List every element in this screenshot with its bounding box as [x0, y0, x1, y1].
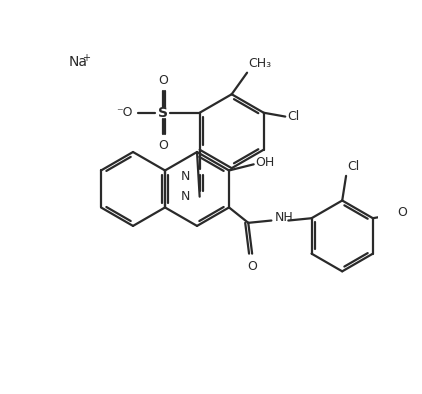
- Text: O: O: [247, 260, 257, 273]
- Text: +: +: [82, 53, 90, 63]
- Text: NH: NH: [274, 211, 293, 224]
- Text: ⁻O: ⁻O: [116, 106, 133, 119]
- Text: N: N: [181, 171, 190, 184]
- Text: O: O: [158, 139, 168, 152]
- Text: Na: Na: [68, 55, 87, 69]
- Text: CH₃: CH₃: [249, 57, 272, 70]
- Text: OH: OH: [255, 156, 274, 169]
- Text: Cl: Cl: [287, 110, 300, 123]
- Text: O: O: [398, 206, 407, 219]
- Text: Cl: Cl: [348, 160, 360, 173]
- Text: N: N: [181, 191, 190, 203]
- Text: S: S: [158, 106, 168, 120]
- Text: O: O: [158, 74, 168, 87]
